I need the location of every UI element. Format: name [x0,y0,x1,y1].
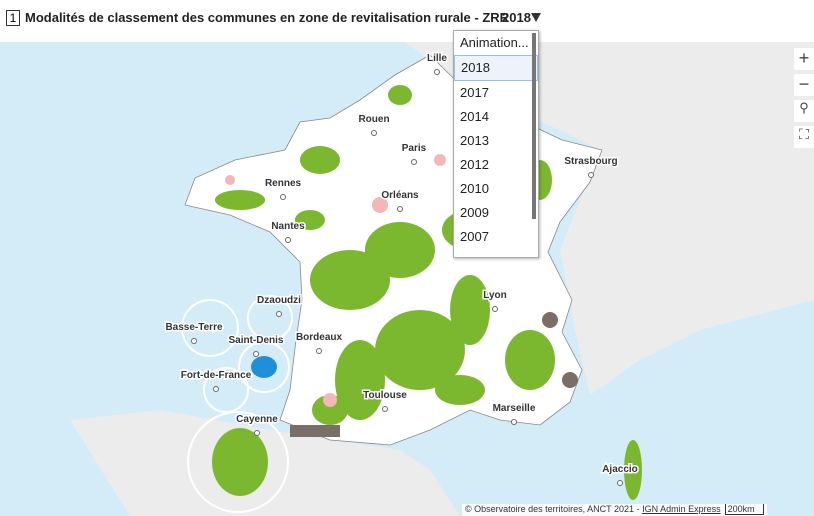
city-dot [253,351,259,357]
overseas-frames [181,295,293,513]
dropdown-item[interactable]: 2010 [460,181,489,196]
city-label: Fort-de-France [181,370,252,381]
zoom-out[interactable]: − [794,74,814,96]
city-dot [434,69,440,75]
attribution-text: © Observatoire des territoires, ANCT 202… [465,504,640,514]
cities: Lille Rouen Paris Strasbourg Rennes Orléans Na… [164,52,639,486]
dropdown-item[interactable]: 2018 [454,55,538,81]
dropdown-item[interactable]: 2014 [460,109,489,124]
city-label: Rouen [358,114,389,125]
dropdown-item[interactable]: 2007 [460,229,489,244]
city-dot [617,480,623,486]
city-dot [588,172,594,178]
city-label: Strasbourg [564,156,617,167]
city-label: Nantes [271,221,305,232]
city-label: Dzaoudzi [257,295,301,306]
map: Lille Rouen Paris Strasbourg Rennes Orléans Na… [0,42,814,516]
year-select[interactable]: 2018 [502,10,531,25]
fullscreen[interactable]: ⛶ [794,126,814,148]
dropdown-item[interactable]: 2009 [460,205,489,220]
attribution-link[interactable]: IGN Admin Express [642,504,721,514]
dropdown-item[interactable]: 2012 [460,157,489,172]
city-dot [371,130,377,136]
scale-bar: 200km [724,504,764,515]
map-number: 1 [6,10,20,26]
attribution: © Observatoire des territoires, ANCT 202… [462,504,767,516]
city-dot [285,237,291,243]
city-label: Marseille [493,403,536,414]
city-label: Cayenne [236,414,278,425]
zrr-areas [212,85,642,500]
city-dot [411,159,417,165]
zrr-mountain [290,312,578,437]
scrollbar[interactable] [532,33,536,219]
city-dot [397,206,403,212]
map-title: Modalités de classement des communes en … [25,10,510,25]
city-dot [191,338,197,344]
neighbours [405,42,814,395]
city-label: Saint-Denis [228,335,283,346]
city-dot [382,406,388,412]
city-label: Lille [427,53,447,64]
reunion [251,356,277,378]
city-label: Basse-Terre [165,322,223,333]
city-label: Ajaccio [602,464,638,475]
city-label: Paris [402,143,427,154]
city-dot [213,386,219,392]
city-label: Bordeaux [296,332,343,343]
city-dot [280,194,286,200]
city-dot [254,430,260,436]
dropdown-arrow[interactable] [531,13,541,22]
header: 1 Modalités de classement des communes e… [0,0,814,42]
zoom-in[interactable]: + [794,48,814,70]
search[interactable]: ⚲ [794,100,814,122]
zrr-partial [225,154,446,407]
dropdown-item[interactable]: 2017 [460,85,489,100]
city-dot [492,306,498,312]
city-label: Rennes [265,178,302,189]
dropdown-item[interactable]: Animation... [460,35,529,50]
city-dot [316,348,322,354]
city-label: Toulouse [363,390,407,401]
city-dot [511,419,517,425]
city-dot [276,311,282,317]
year-dropdown: Animation... 2018 2017 2014 2013 2012 2010 2009… [453,30,539,258]
city-label: Lyon [483,290,507,301]
city-label: Orléans [381,190,419,201]
dropdown-item[interactable]: 2013 [460,133,489,148]
